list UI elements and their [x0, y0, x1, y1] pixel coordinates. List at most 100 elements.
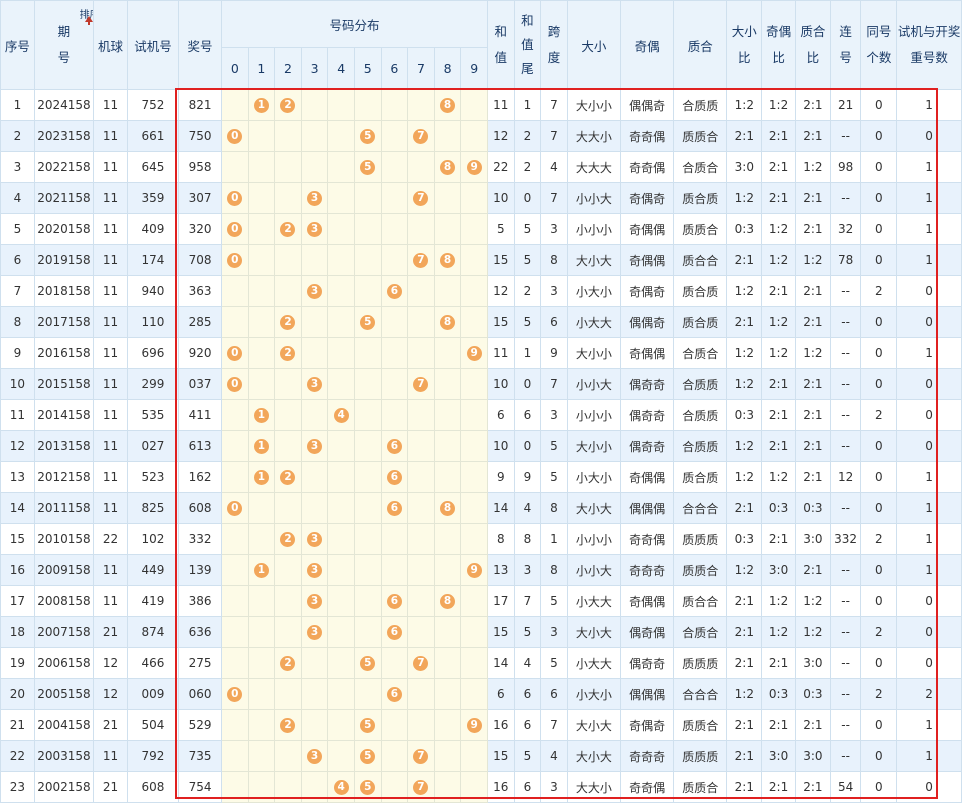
cell-seq: 21 [0, 709, 35, 741]
number-ball: 5 [360, 159, 376, 175]
table-row: 4 2021158 11 359 307 0 3 7 10 0 7 小小大 奇偶奇 质合质 1:2 2:1 2:… [0, 182, 962, 214]
number-ball: 0 [227, 190, 243, 206]
cell-digit-2: 2 [274, 337, 302, 369]
cell-seq: 20 [0, 678, 35, 710]
cell-period: 2022158 [33, 151, 95, 183]
cell-trial: 299 [126, 368, 180, 400]
number-ball: 1 [253, 562, 269, 578]
number-ball: 8 [440, 159, 456, 175]
cell-consec: -- [829, 647, 862, 679]
table-row: 22 2003158 11 792 735 3 5 7 15 5 4 大小大 奇奇奇 质质质 2:1 3:0 3… [0, 740, 962, 772]
cell-repeat: 0 [896, 120, 962, 152]
cell-digit-6 [380, 709, 409, 741]
cell-digit-9 [460, 771, 489, 803]
cell-digit-4 [327, 740, 355, 772]
cell-digit-0 [221, 740, 249, 772]
cell-digit-7: 7 [407, 182, 435, 214]
cell-digit-8: 8 [433, 151, 462, 183]
cell-digit-8 [433, 337, 462, 369]
cell-digit-2: 2 [274, 213, 302, 245]
cell-sum: 15 [487, 740, 515, 772]
cell-digit-1 [247, 337, 276, 369]
number-ball: 2 [280, 345, 296, 361]
cell-prime: 合质质 [673, 368, 728, 400]
cell-digit-2 [274, 554, 302, 586]
cell-span: 7 [540, 368, 568, 400]
cell-size-ratio: 1:2 [726, 182, 763, 214]
cell-same: 0 [860, 554, 898, 586]
cell-digit-6: 6 [380, 616, 409, 648]
col-period[interactable]: 期 排序 号 [33, 0, 95, 90]
cell-parity: 偶偶偶 [619, 492, 675, 524]
cell-span: 3 [540, 275, 568, 307]
cell-size: 大小大 [566, 492, 622, 524]
cell-digit-3: 3 [300, 523, 329, 555]
cell-repeat: 1 [896, 554, 962, 586]
cell-repeat: 1 [896, 523, 962, 555]
cell-same: 2 [860, 678, 898, 710]
cell-digit-9 [460, 89, 489, 121]
cell-parity: 偶奇奇 [619, 430, 675, 462]
cell-digit-5 [353, 430, 382, 462]
cell-digit-4 [327, 306, 355, 338]
cell-machine: 11 [93, 306, 128, 338]
cell-digit-5 [353, 89, 382, 121]
cell-digit-9 [460, 740, 489, 772]
table-row: 13 2012158 11 523 162 1 2 6 9 9 5 小大小 奇偶偶 质合质 1:2 1:2 2:… [0, 461, 962, 493]
cell-seq: 8 [0, 306, 35, 338]
cell-sum-tail: 1 [513, 337, 542, 369]
cell-digit-0 [221, 771, 249, 803]
cell-digit-2: 2 [274, 709, 302, 741]
cell-award: 285 [178, 306, 222, 338]
cell-digit-2: 2 [274, 523, 302, 555]
cell-digit-4 [327, 678, 355, 710]
cell-digit-1 [247, 709, 276, 741]
cell-machine: 11 [93, 492, 128, 524]
cell-repeat: 0 [896, 771, 962, 803]
cell-repeat: 0 [896, 616, 962, 648]
table-row: 16 2009158 11 449 139 1 3 9 13 3 8 小小大 奇奇奇 质质合 1:2 3:0 2… [0, 554, 962, 586]
cell-digit-7 [407, 554, 435, 586]
cell-seq: 3 [0, 151, 35, 183]
cell-size-ratio: 3:0 [726, 151, 763, 183]
cell-size-ratio: 1:2 [726, 554, 763, 586]
cell-prime-ratio: 3:0 [794, 647, 831, 679]
sort-arrow-icon[interactable] [84, 16, 93, 25]
cell-size: 大大小 [566, 120, 622, 152]
cell-size-ratio: 1:2 [726, 461, 763, 493]
cell-digit-7: 7 [407, 120, 435, 152]
sort-label[interactable]: 排序 [79, 10, 93, 21]
cell-digit-7 [407, 585, 435, 617]
cell-trial: 359 [126, 182, 180, 214]
cell-digit-8 [433, 678, 462, 710]
cell-span: 3 [540, 616, 568, 648]
cell-digit-4 [327, 585, 355, 617]
cell-repeat: 1 [896, 151, 962, 183]
cell-digit-2: 2 [274, 647, 302, 679]
cell-repeat: 1 [896, 89, 962, 121]
cell-digit-5 [353, 244, 382, 276]
cell-sum: 15 [487, 244, 515, 276]
number-ball: 3 [307, 624, 323, 640]
period-sort[interactable]: 期 排序 [58, 10, 93, 45]
cell-prime: 质合质 [673, 306, 728, 338]
cell-digit-6 [380, 182, 409, 214]
cell-parity: 奇偶奇 [619, 275, 675, 307]
cell-machine: 11 [93, 89, 128, 121]
cell-digit-8 [433, 554, 462, 586]
cell-digit-1 [247, 120, 276, 152]
cell-digit-0 [221, 647, 249, 679]
cell-parity: 奇偶偶 [619, 213, 675, 245]
number-ball: 7 [413, 376, 429, 392]
cell-parity: 偶偶奇 [619, 306, 675, 338]
cell-digit-3 [300, 306, 329, 338]
number-ball: 0 [227, 500, 243, 516]
cell-digit-4: 4 [327, 399, 355, 431]
cell-digit-5: 5 [353, 740, 382, 772]
cell-size: 大小小 [566, 430, 622, 462]
cell-trial: 825 [126, 492, 180, 524]
cell-digit-1 [247, 213, 276, 245]
table-row: 5 2020158 11 409 320 0 2 3 5 5 3 小小小 奇偶偶 质质合 0:3 1:2 2:1… [0, 213, 962, 245]
cell-digit-7 [407, 678, 435, 710]
